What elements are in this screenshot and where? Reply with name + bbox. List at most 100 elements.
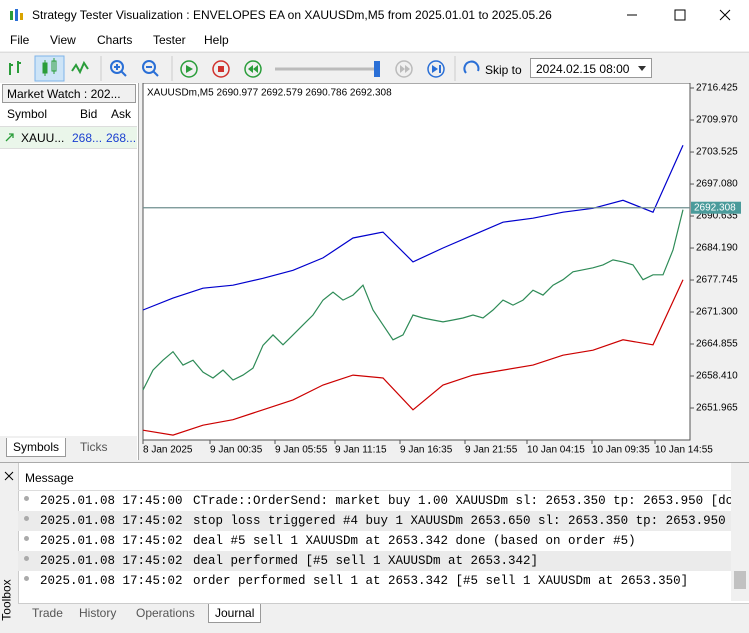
- y-tick-label: 2664.855: [696, 339, 738, 350]
- row-bullet: [24, 496, 29, 501]
- last-price-label: 2692.308: [694, 202, 736, 213]
- plot-area: [142, 83, 691, 441]
- y-tick-label: 2697.080: [696, 179, 738, 190]
- tab[interactable]: Ticks: [80, 440, 108, 454]
- up-arrow: [5, 133, 14, 142]
- tab[interactable]: Journal: [208, 604, 262, 623]
- y-tick-label: 2703.525: [696, 147, 738, 158]
- row-bullet: [24, 556, 29, 561]
- ask: 268...: [106, 131, 137, 145]
- skip-date[interactable]: 2024.02.15 08:00: [530, 58, 652, 78]
- x-tick-label: 9 Jan 05:55: [275, 445, 328, 456]
- message-text: CTrade::OrderSend: market buy 1.00 XAUUS…: [193, 494, 731, 508]
- symbol-row[interactable]: XAUU... 268... 268...: [0, 126, 137, 149]
- app-icon: [10, 9, 23, 21]
- window-controls[interactable]: [620, 0, 749, 30]
- toolbar: Skip to 2024.02.15 08:00: [0, 52, 749, 84]
- x-tick-label: 9 Jan 00:35: [210, 445, 263, 456]
- scroll-thumb[interactable]: [734, 571, 746, 589]
- x-tick-label: 10 Jan 09:35: [592, 445, 650, 456]
- toolbox: Toolbox Message 2025.01.08 17:45:00 CTrad…: [0, 462, 749, 633]
- message-time: 2025.01.08 17:45:02: [40, 534, 183, 548]
- zoom-out-button[interactable]: [142, 60, 159, 77]
- skip-to-label: Skip to: [485, 63, 522, 77]
- symbol: XAUU...: [21, 131, 65, 145]
- message-row[interactable]: 2025.01.08 17:45:00 CTrade::OrderSend: ma…: [18, 491, 731, 511]
- message-time: 2025.01.08 17:45:02: [40, 574, 183, 588]
- message-row[interactable]: 2025.01.08 17:45:02 order performed sell …: [18, 571, 731, 591]
- message-row[interactable]: 2025.01.08 17:45:02 deal #5 sell 1 XAUUSD…: [18, 531, 731, 551]
- y-tick-label: 2690.635: [696, 211, 738, 222]
- maximize[interactable]: [674, 9, 686, 21]
- bar-chart-button[interactable]: [9, 61, 21, 75]
- dropdown-arrow[interactable]: [635, 62, 649, 75]
- message-time: 2025.01.08 17:45:00: [40, 494, 183, 508]
- message-text: deal performed [#5 sell 1 XAUUSDm at 265…: [193, 554, 539, 568]
- x-tick-label: 8 Jan 2025: [143, 445, 193, 456]
- x-tick-label: 9 Jan 21:55: [465, 445, 518, 456]
- market-watch-title: Market Watch : 202...: [2, 84, 136, 103]
- tab[interactable]: History: [79, 606, 117, 620]
- column-header[interactable]: Symbol: [7, 107, 48, 121]
- x-tick-label: 9 Jan 16:35: [400, 445, 453, 456]
- message-row[interactable]: 2025.01.08 17:45:02 deal performed [#5 se…: [18, 551, 731, 571]
- message-header[interactable]: Message: [18, 463, 731, 491]
- row-bullet: [24, 576, 29, 581]
- bid: 268...: [72, 131, 103, 145]
- menu-item[interactable]: Help: [204, 33, 229, 47]
- stop-button[interactable]: [212, 60, 230, 78]
- column-header[interactable]: Bid: [80, 107, 98, 121]
- line-button[interactable]: [71, 60, 89, 75]
- y-tick-label: 2651.965: [696, 403, 738, 414]
- toolbox-tabs: Trade History Operations Journal: [18, 603, 749, 633]
- x-tick-label: 10 Jan 04:15: [527, 445, 585, 456]
- window-title: Strategy Tester Visualization : ENVELOPE…: [32, 8, 552, 22]
- y-tick-label: 2684.190: [696, 243, 738, 254]
- series-line: [142, 209, 684, 391]
- close[interactable]: [719, 9, 731, 21]
- menu-item[interactable]: View: [50, 33, 76, 47]
- skip-icon: [463, 60, 480, 74]
- candle-button[interactable]: [34, 55, 65, 82]
- message-text: deal #5 sell 1 XAUUSDm at 2653.342 done …: [193, 534, 636, 548]
- toolbox-title: Toolbox: [0, 579, 14, 621]
- message-time: 2025.01.08 17:45:02: [40, 514, 183, 528]
- x-tick-label: 10 Jan 14:55: [655, 445, 713, 456]
- series-line: [142, 279, 684, 436]
- skip-date-text: 2024.02.15 08:00: [536, 62, 630, 76]
- menu-item[interactable]: File: [10, 33, 30, 47]
- close-toolbox[interactable]: [4, 471, 14, 481]
- market-watch: Market Watch : 202... Symbol Bid Ask XAU…: [0, 83, 139, 460]
- rewind-button[interactable]: [244, 60, 262, 78]
- y-tick-label: 2658.410: [696, 371, 738, 382]
- row-bullet: [24, 536, 29, 541]
- tab[interactable]: Trade: [32, 606, 63, 620]
- zoom-in-button[interactable]: [110, 60, 127, 77]
- last-price-box: [691, 201, 741, 214]
- message-row[interactable]: 2025.01.08 17:45:02 stop loss triggered #…: [18, 511, 731, 531]
- skip-end-button[interactable]: [427, 60, 445, 78]
- y-tick-label: 2671.300: [696, 307, 738, 318]
- speed-slider-thumb[interactable]: [374, 61, 380, 77]
- scrollbar[interactable]: [731, 463, 749, 601]
- candle-icon: [42, 58, 57, 76]
- message-header-text: Message: [25, 471, 74, 485]
- menu-item[interactable]: Charts: [97, 33, 133, 47]
- tab[interactable]: Symbols: [6, 438, 67, 457]
- menu-item[interactable]: Tester: [153, 33, 186, 47]
- chart-info: XAUUSDm,M5 2690.977 2692.579 2690.786 26…: [147, 88, 392, 99]
- title-bar: Strategy Tester Visualization : ENVELOPE…: [0, 0, 749, 30]
- column-header[interactable]: Ask: [111, 107, 132, 121]
- chart: XAUUSDm,M5 2690.977 2692.579 2690.786 26…: [139, 83, 749, 462]
- message-time: 2025.01.08 17:45:02: [40, 554, 183, 568]
- message-text: stop loss triggered #4 buy 1 XAUUSDm 265…: [193, 514, 731, 528]
- tab[interactable]: Operations: [136, 606, 195, 620]
- play-button[interactable]: [180, 60, 198, 78]
- toolbar-icons: [9, 55, 480, 82]
- market-watch-tabs: Symbols Ticks: [0, 436, 137, 460]
- message-text: order performed sell 1 at 2653.342 [#5 s…: [193, 574, 689, 588]
- row-bullet: [24, 516, 29, 521]
- forward-button[interactable]: [395, 60, 413, 78]
- y-tick-label: 2709.970: [696, 115, 738, 126]
